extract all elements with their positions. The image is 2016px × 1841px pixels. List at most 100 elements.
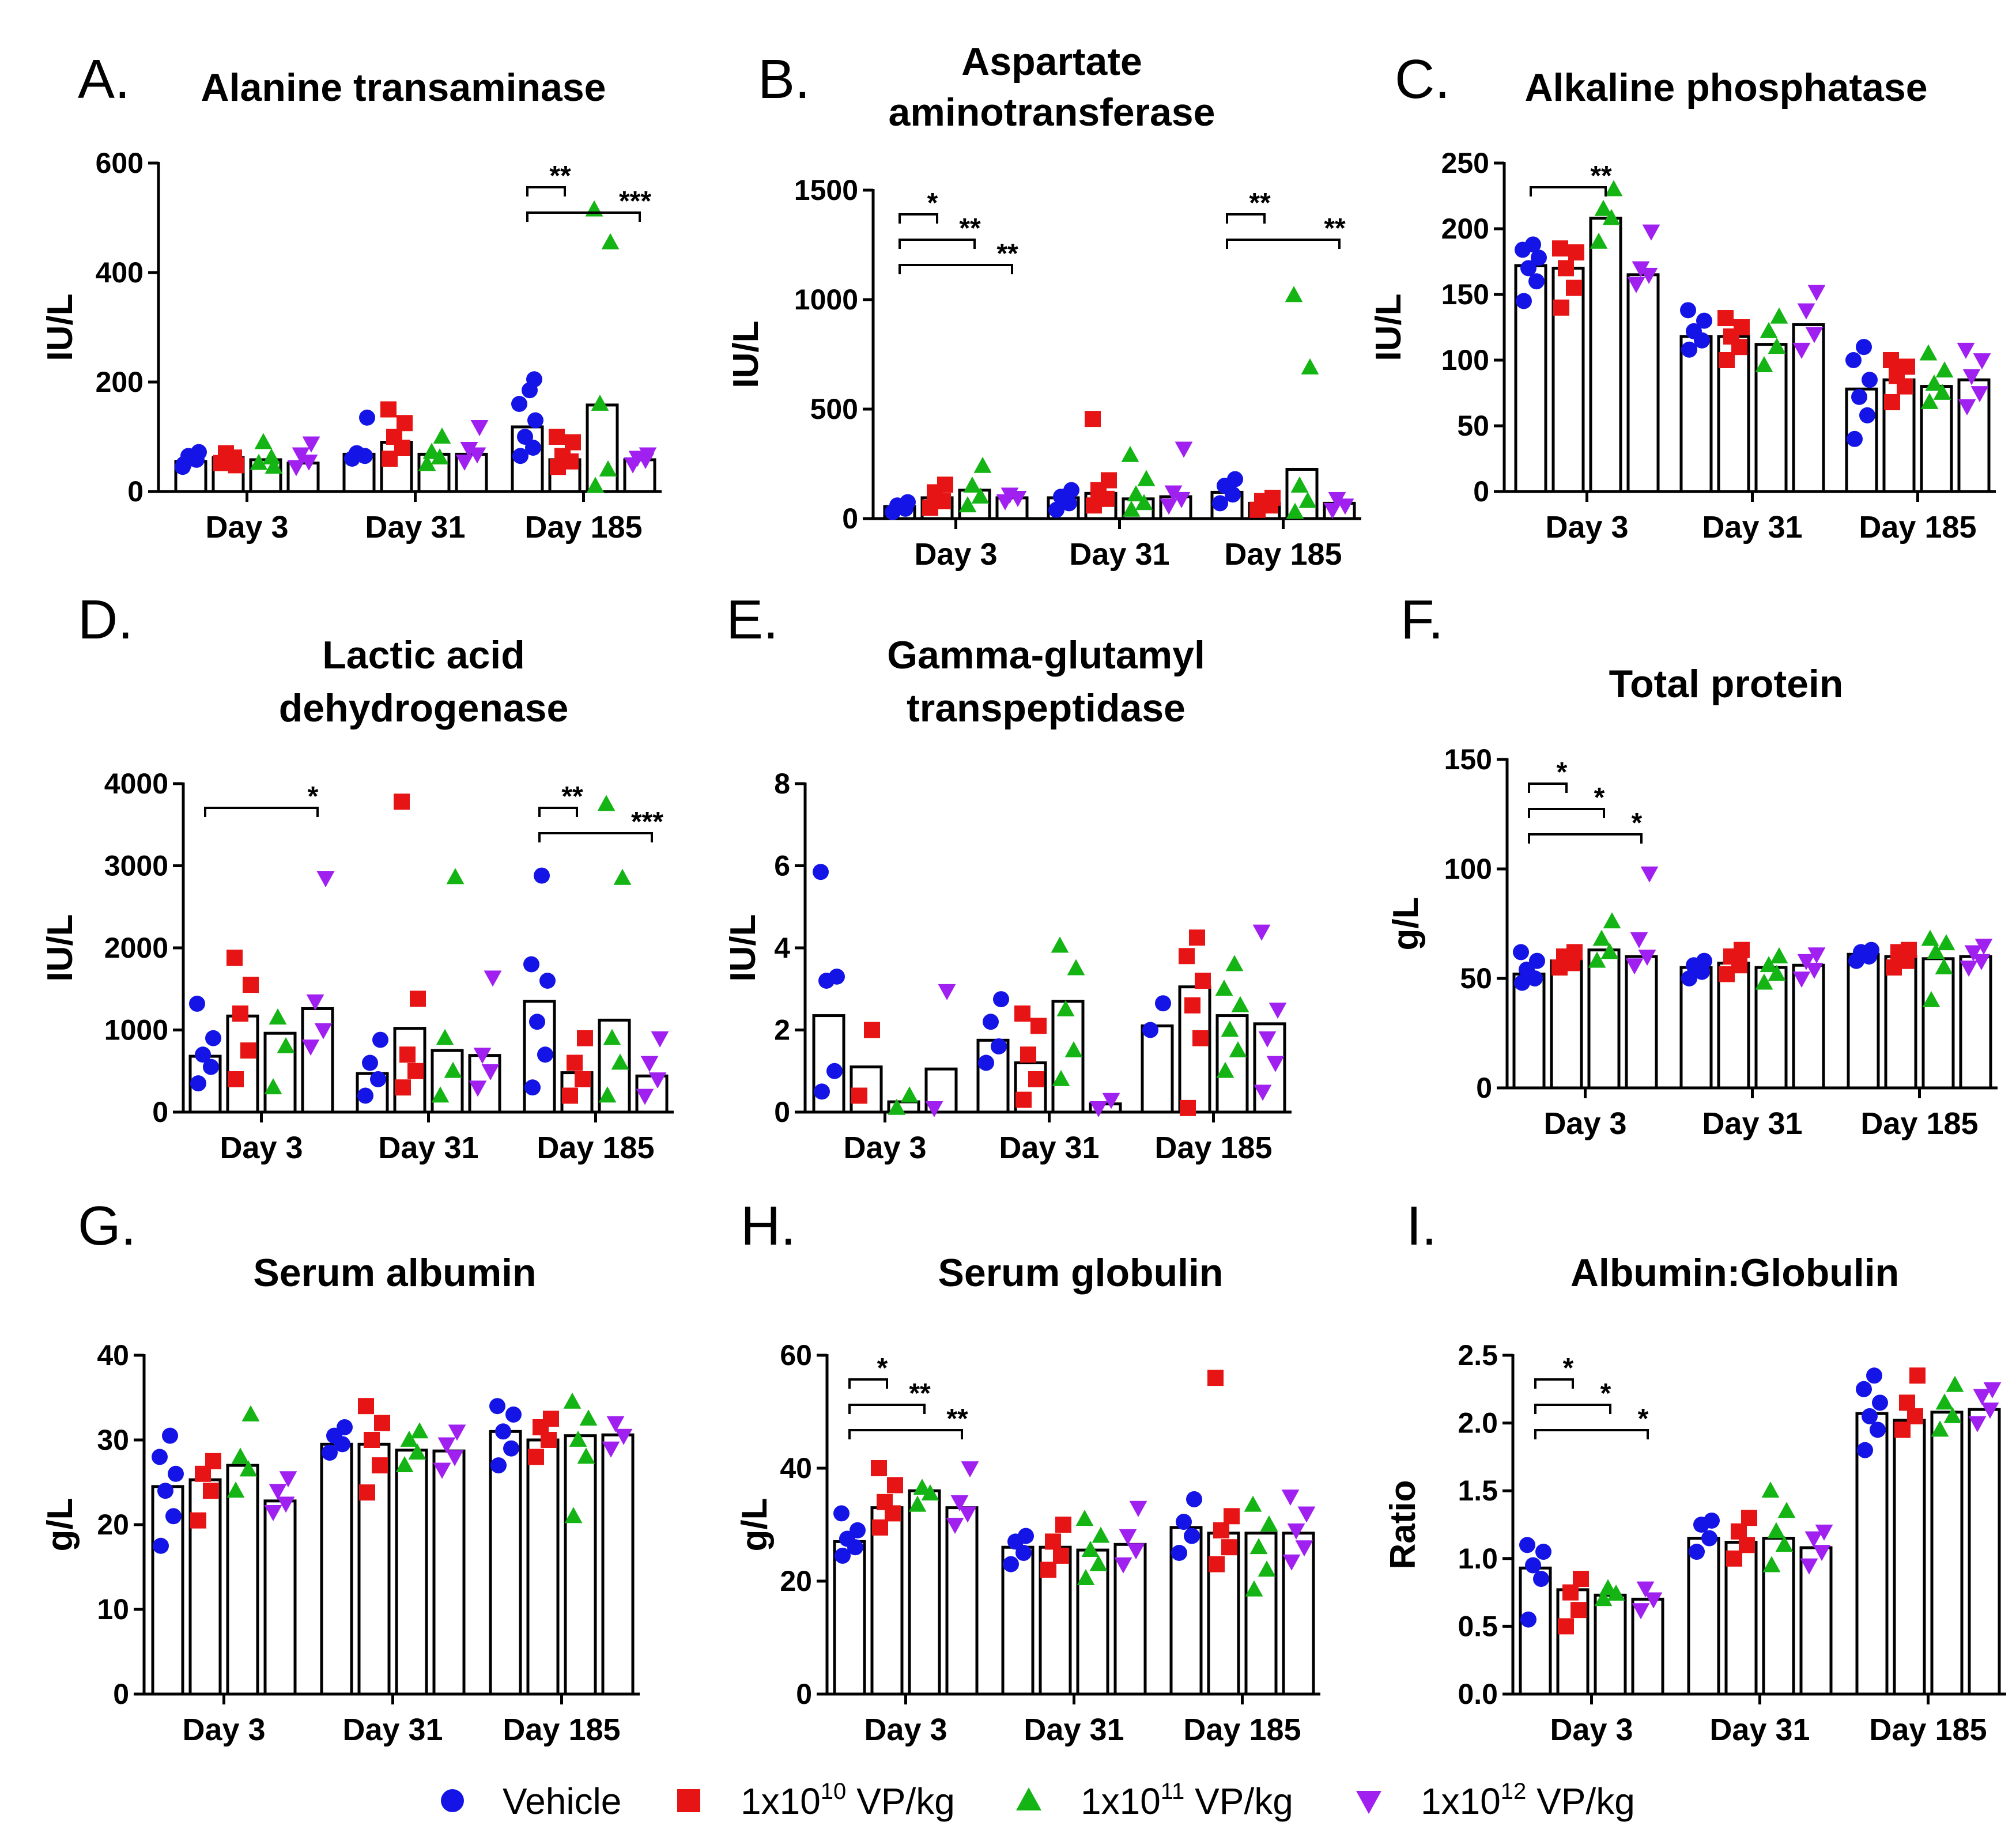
data-point [277,1496,295,1513]
data-point [1225,955,1244,971]
data-point [613,868,632,885]
y-axis-label: g/L [1386,897,1426,951]
data-point [517,429,533,445]
data-point [961,1461,979,1478]
data-point [1264,489,1281,506]
data-point [1056,1000,1075,1016]
data-point [306,994,324,1011]
legend-label-unit: VP/kg [846,1780,955,1822]
data-point [287,460,305,477]
data-point [1221,1539,1237,1556]
significance-bracket [848,1404,926,1414]
data-point [1040,1562,1056,1578]
bar [924,1067,958,1114]
y-tick-label: 2000 [104,932,168,964]
y-tick-label: 0 [1473,475,1489,508]
panel-title: Alkaline phosphatase [1524,66,1927,109]
panel-d: D. Lactic acid dehydrogenase IU/L 0 1000 2000 3… [40,589,674,1165]
data-point [1870,1422,1886,1438]
data-point [1260,1515,1278,1532]
data-point [226,950,243,966]
data-point [394,793,410,810]
data-point [1552,240,1568,257]
data-point [1224,1508,1240,1525]
y-tick-label: 0 [127,475,144,508]
significance-bracket [898,264,1013,274]
data-point [1553,299,1569,316]
data-point [1973,353,1991,370]
data-point [1018,1528,1034,1544]
data-point [1600,943,1619,959]
data-point [1800,1558,1818,1575]
data-point [1015,1545,1032,1561]
data-point [1807,285,1826,301]
data-point [1520,1611,1536,1628]
data-point [1285,286,1303,303]
significance-bracket [1528,808,1605,818]
data-point [1003,1556,1019,1572]
bar [1754,343,1788,493]
significance-label: ** [1249,188,1271,218]
x-tick-label: Day 185 [524,510,642,545]
bar [188,1478,222,1696]
significance-label: ** [996,239,1018,269]
legend-marker [1356,1791,1381,1814]
data-point [407,1063,424,1079]
data-point [1851,388,1867,405]
significance-label: ** [959,213,981,244]
data-point [1570,1602,1587,1619]
data-point [243,977,259,993]
data-point [205,1453,221,1469]
panel-a: A. Alanine transaminase IU/L 0 200 400 600 Day … [40,48,662,545]
data-point [606,1416,625,1432]
data-point [1599,1579,1617,1596]
data-point [1602,209,1621,225]
x-tick-label: Day 31 [1709,1713,1810,1747]
data-point [1792,971,1811,988]
data-point [1681,341,1697,358]
data-point [1894,1422,1911,1438]
y-tick-label: 4000 [104,768,168,800]
legend-marker [441,1789,464,1812]
data-point [1857,1442,1873,1458]
data-point [1015,1091,1032,1108]
data-point [1566,944,1583,961]
y-tick-label: 100 [1444,853,1492,885]
data-point [537,1046,553,1063]
data-point [512,448,528,464]
data-point [232,1005,248,1022]
panel-title: Aspartate [961,40,1142,84]
significance-label: * [1600,1378,1611,1409]
data-point [1981,1403,1999,1419]
data-point [395,1456,414,1472]
bar [263,1499,297,1696]
data-point [1121,445,1139,462]
bar [1587,948,1621,1090]
data-point [577,1447,595,1464]
legend-label-unit: VP/kg [1184,1780,1293,1822]
data-point [436,1029,454,1045]
y-axis-label: IU/L [723,914,763,981]
data-point [269,1484,287,1500]
data-point [1862,372,1878,388]
data-point [226,1481,245,1498]
data-point [1052,1069,1070,1086]
bar [1930,1411,1964,1696]
bar [1968,1408,2001,1696]
data-point [1859,407,1875,424]
data-point [1045,1533,1061,1550]
y-tick-label: 6 [774,850,790,882]
bar [1631,1597,1664,1696]
data-point [264,1078,282,1095]
x-tick-label: Day 3 [1545,510,1628,545]
legend-label: Vehicle [503,1780,621,1822]
y-tick-label: 250 [1441,147,1489,179]
data-point [1295,1540,1313,1557]
y-tick-label: 1.0 [1458,1543,1498,1575]
data-point [1180,1099,1196,1116]
data-point [1762,1556,1781,1572]
bar [1884,955,1917,1090]
y-axis-label: IU/L [726,320,766,388]
data-point [1258,1560,1276,1577]
data-point [1176,1514,1192,1530]
